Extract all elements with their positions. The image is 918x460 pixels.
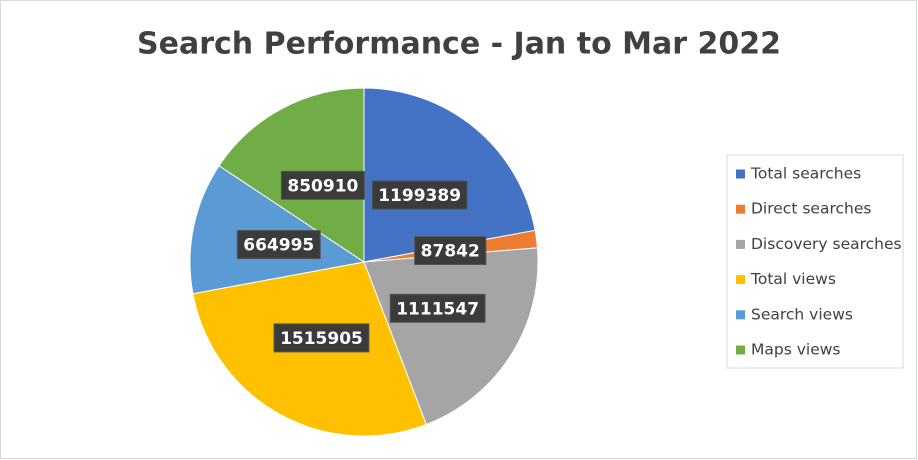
legend-label: Maps views [751,341,840,359]
legend-label: Direct searches [751,200,871,218]
legend-swatch [736,345,745,355]
data-label: 87842 [414,236,487,266]
data-label-box [273,323,370,353]
data-label: 664995 [236,230,321,260]
data-label: 1199389 [371,180,468,210]
legend-label: Search views [751,305,853,323]
data-label-text: 87842 [421,242,480,262]
legend-swatch [736,239,745,249]
legend-box [726,154,904,369]
data-label-text: 1199389 [378,186,461,206]
chart-title: Search Performance - Jan to Mar 2022 [137,27,781,62]
pie-slice [363,87,536,263]
data-label: 1111547 [389,293,486,323]
data-label-text: 1515905 [280,329,363,349]
legend-swatch [736,169,745,179]
data-label-box [236,230,321,260]
legend-swatch [736,310,745,320]
legend-label: Total views [750,270,836,288]
legend-swatch [736,204,745,214]
data-label-text: 850910 [287,176,358,196]
pie-slice [363,247,539,426]
data-label: 1515905 [273,323,370,353]
legend-label: Total searches [750,165,861,183]
legend-swatch [736,275,745,285]
legend-label: Discovery searches [751,235,902,253]
data-label-box [389,293,486,323]
data-label-box [414,236,487,266]
data-label-box [371,180,468,210]
data-label-text: 1111547 [396,299,479,319]
data-label-box [280,170,365,200]
pie-slice [189,165,366,295]
data-label: 850910 [280,170,365,200]
data-label-text: 664995 [243,236,314,256]
